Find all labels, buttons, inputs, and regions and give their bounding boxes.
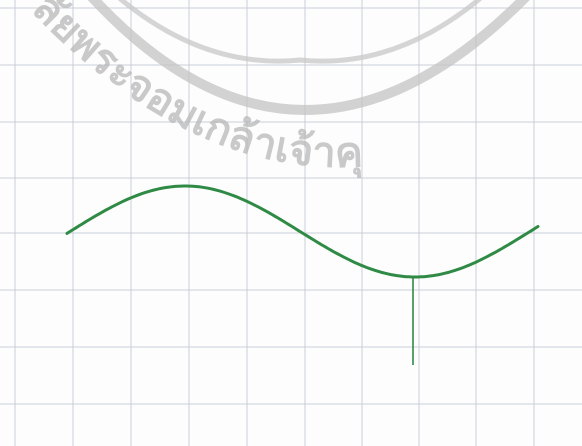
sine-curve — [65, 184, 540, 279]
seal-emblem — [117, 0, 483, 64]
seal-ring — [87, 0, 530, 115]
